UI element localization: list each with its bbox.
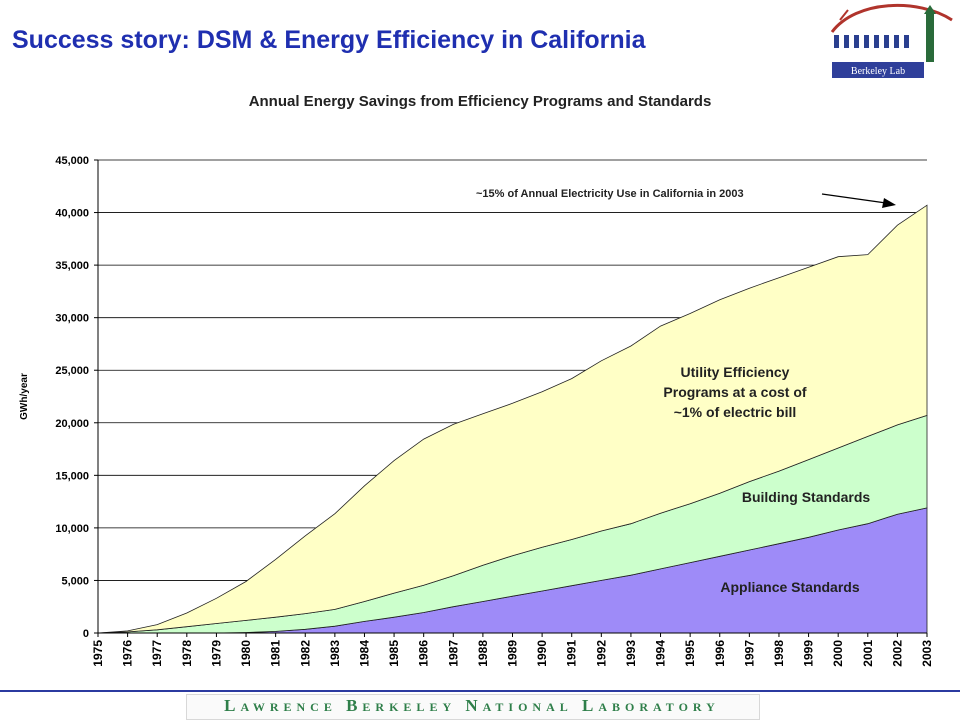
x-tick-label: 1981 — [269, 640, 283, 667]
x-tick-label: 1984 — [357, 640, 371, 667]
y-tick-label: 35,000 — [55, 260, 89, 272]
x-tick-label: 2001 — [861, 640, 875, 667]
x-tick-label: 1989 — [506, 640, 520, 667]
series-label-2: Building Standards — [742, 489, 871, 505]
x-tick-label: 1997 — [742, 640, 756, 667]
x-tick-label: 1975 — [91, 640, 105, 667]
x-tick-label: 2003 — [920, 640, 934, 667]
logo-text: Berkeley Lab — [851, 66, 905, 77]
x-tick-label: 1996 — [713, 640, 727, 667]
y-tick-label: 10,000 — [55, 523, 89, 535]
y-tick-label: 0 — [83, 628, 89, 640]
y-tick-label: 45,000 — [55, 155, 89, 167]
y-tick-label: 20,000 — [55, 418, 89, 430]
x-tick-label: 1977 — [150, 640, 164, 667]
slide-title: Success story: DSM & Energy Efficiency i… — [12, 26, 646, 54]
x-tick-label: 1982 — [298, 640, 312, 667]
footer-divider — [0, 690, 960, 692]
y-tick-label: 25,000 — [55, 365, 89, 377]
x-tick-label: 1979 — [209, 640, 223, 667]
series-label-1: Appliance Standards — [720, 579, 859, 595]
x-tick-label: 1991 — [565, 640, 579, 667]
x-tick-label: 1988 — [476, 640, 490, 667]
x-tick-label: 1993 — [624, 640, 638, 667]
x-tick-label: 1994 — [654, 640, 668, 667]
berkeley-lab-logo: Berkeley Lab — [826, 2, 958, 80]
chart-title: Annual Energy Savings from Efficiency Pr… — [248, 93, 712, 110]
x-tick-label: 1990 — [535, 640, 549, 667]
x-tick-label: 1980 — [239, 640, 253, 667]
series-label-3: Utility Efficiency Programs at a cost of ~… — [663, 364, 806, 420]
x-tick-label: 2002 — [890, 640, 904, 667]
y-tick-label: 30,000 — [55, 313, 89, 325]
x-tick-label: 1985 — [387, 640, 401, 667]
x-tick-label: 1983 — [328, 640, 342, 667]
x-tick-label: 1992 — [594, 640, 608, 667]
y-tick-label: 15,000 — [55, 470, 89, 482]
annotation-arrow — [821, 193, 887, 204]
x-tick-label: 1998 — [772, 640, 786, 667]
annotation-text: ~15% of Annual Electricity Use in Califo… — [476, 188, 744, 200]
footer-text: Lawrence Berkeley National Laboratory — [224, 696, 720, 715]
x-tick-label: 1978 — [180, 640, 194, 667]
x-tick-label: 1976 — [121, 640, 135, 667]
x-tick-label: 2000 — [831, 640, 845, 667]
annotation-arrowhead — [882, 198, 896, 208]
y-axis-label: GWh/year — [19, 373, 30, 420]
x-tick-label: 1986 — [417, 640, 431, 667]
x-tick-label: 1987 — [446, 640, 460, 667]
y-tick-label: 40,000 — [55, 208, 89, 220]
logo-graphic: Berkeley Lab — [830, 3, 953, 78]
y-tick-label: 5,000 — [61, 575, 89, 587]
x-tick-label: 1995 — [683, 640, 697, 667]
area-series-3 — [97, 204, 928, 634]
stacked-area-chart: 0 5,000 10,000 15,000 20,000 25,000 30,000 35,0… — [19, 155, 934, 667]
x-tick-label: 1999 — [802, 640, 816, 667]
